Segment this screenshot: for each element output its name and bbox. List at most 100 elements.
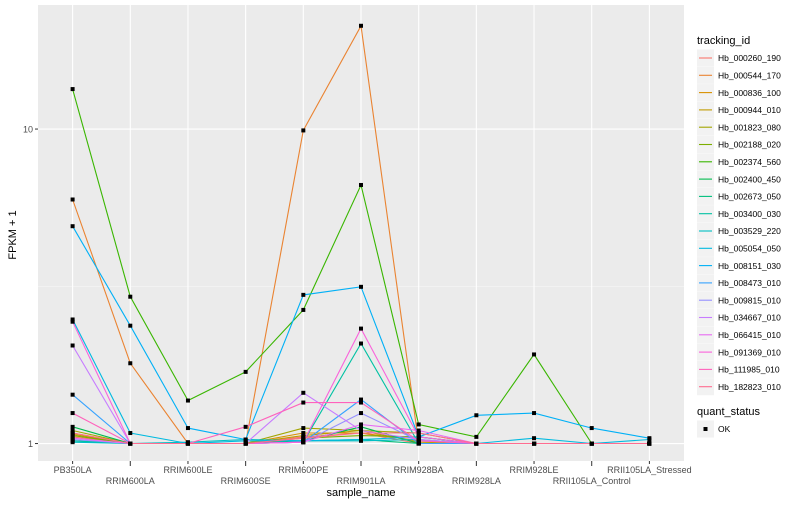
legend-item: Hb_001823_080	[697, 118, 781, 136]
data-point	[359, 411, 363, 416]
data-point	[416, 441, 421, 446]
legend-item: Hb_000836_100	[697, 84, 781, 102]
legend-item: Hb_002188_020	[697, 136, 781, 153]
legend-item: Hb_091369_010	[697, 343, 781, 361]
data-point	[589, 426, 594, 431]
legend: tracking_id Hb_000260_190 Hb_000544_170 Hb…	[697, 35, 781, 438]
data-point	[359, 400, 363, 405]
point-square-icon	[703, 427, 708, 431]
x-tick-label: RRIM928BA	[394, 465, 444, 475]
data-point	[128, 323, 133, 328]
data-point	[70, 411, 75, 416]
data-point	[416, 434, 421, 439]
data-point	[416, 422, 421, 427]
data-point	[70, 433, 75, 438]
data-point	[359, 428, 363, 433]
x-tick-label: RRIM928LA	[452, 476, 501, 486]
data-point	[70, 319, 75, 324]
legend-item: Hb_005054_050	[697, 239, 781, 257]
legend-label: Hb_002673_050	[718, 192, 781, 202]
data-point	[359, 424, 363, 429]
legend-label: Hb_034667_010	[718, 313, 781, 323]
legend-label: Hb_000944_010	[718, 105, 781, 115]
legend-label: Hb_003400_030	[718, 209, 781, 219]
data-point	[70, 87, 75, 92]
data-point	[416, 438, 421, 443]
legend-item: Hb_008151_030	[697, 257, 781, 275]
y-axis: 1 10	[23, 125, 38, 449]
data-point	[589, 441, 594, 446]
data-point	[359, 326, 363, 331]
data-point	[70, 428, 75, 433]
y-tick-label: 10	[23, 125, 33, 135]
legend-label: Hb_066415_010	[718, 330, 781, 340]
data-point	[301, 433, 306, 438]
legend-item: Hb_008473_010	[697, 274, 781, 292]
data-point	[301, 292, 306, 297]
legend-item: Hb_009815_010	[697, 291, 781, 309]
data-point	[474, 434, 479, 439]
data-point	[70, 392, 75, 397]
legend-item: Hb_003529_220	[697, 222, 781, 240]
legend-title: tracking_id	[697, 35, 750, 47]
data-point	[301, 431, 306, 436]
data-point	[359, 433, 363, 438]
x-tick-label: RRII105LA_Stressed	[607, 465, 692, 475]
legend-label: Hb_000836_100	[718, 88, 781, 98]
data-point	[70, 424, 75, 429]
data-point	[70, 440, 75, 445]
data-point	[359, 431, 363, 436]
x-tick-label: RRIM600SE	[221, 476, 271, 486]
x-tick-label: RRIM901LA	[336, 476, 385, 486]
data-point	[301, 128, 306, 133]
data-point	[532, 441, 537, 446]
legend-item: Hb_111985_010	[697, 360, 780, 378]
data-point	[243, 441, 248, 446]
data-point	[301, 400, 306, 405]
data-points	[70, 23, 652, 446]
legend-item: Hb_002673_050	[697, 187, 781, 205]
legend-label: Hb_000544_170	[718, 71, 781, 81]
data-point	[359, 437, 363, 442]
data-point	[70, 436, 75, 441]
x-tick-label: RRIM600PE	[278, 465, 328, 475]
point-legend-item: OK	[697, 420, 731, 438]
legend-item: Hb_034667_010	[697, 309, 781, 326]
data-point	[359, 284, 363, 289]
data-point	[474, 441, 479, 446]
y-axis-title: FPKM + 1	[7, 210, 19, 259]
data-point	[474, 413, 479, 418]
legend-item: Hb_182823_010	[697, 378, 781, 396]
x-tick-label: RRIM928LE	[510, 465, 559, 475]
y-tick-label: 1	[28, 439, 33, 449]
legend-label: Hb_091369_010	[718, 347, 781, 357]
data-point	[416, 428, 421, 433]
data-point	[647, 436, 652, 441]
data-point	[532, 436, 537, 441]
legend-label: Hb_008473_010	[718, 278, 781, 288]
legend-item: Hb_000944_010	[697, 101, 781, 119]
legend-label: Hb_002188_020	[718, 140, 781, 150]
data-point	[70, 431, 75, 436]
legend-label: Hb_001823_080	[718, 122, 781, 132]
data-point	[128, 431, 133, 436]
data-point	[70, 197, 75, 202]
data-point	[185, 426, 190, 431]
data-point	[70, 343, 75, 348]
point-legend-title: quant_status	[697, 406, 760, 418]
legend-label: Hb_002400_450	[718, 174, 781, 184]
data-point	[70, 224, 75, 229]
data-point	[301, 307, 306, 312]
legend-label: Hb_182823_010	[718, 382, 781, 392]
data-point	[359, 422, 363, 427]
gridlines	[38, 5, 684, 461]
data-point	[359, 397, 363, 402]
legend-item: Hb_000544_170	[697, 66, 781, 84]
data-point	[243, 437, 248, 442]
data-point	[128, 441, 133, 446]
legend-label: Hb_008151_030	[718, 261, 781, 271]
data-point	[185, 441, 190, 446]
data-point	[70, 317, 75, 322]
data-point	[647, 441, 652, 446]
